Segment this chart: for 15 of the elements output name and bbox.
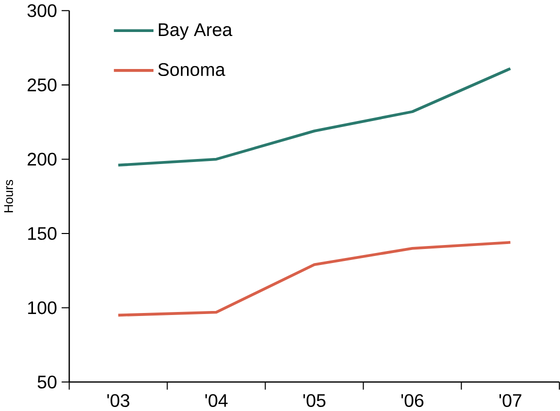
y-tick-label: 50 (38, 375, 56, 388)
x-tick-label: '07 (499, 394, 522, 407)
y-tick-label: 100 (28, 301, 56, 314)
x-tick-label: '06 (401, 394, 424, 407)
line-series (116, 240, 512, 316)
x-tick-label: '04 (205, 394, 228, 407)
y-tick-label: 150 (28, 226, 56, 240)
y-tick-label: 250 (28, 78, 56, 92)
legend-label: Bay Area (158, 23, 232, 40)
legend-label: Sonoma (158, 63, 226, 76)
y-axis-title: Hours (4, 180, 14, 212)
y-tick-label: 300 (27, 4, 56, 18)
x-tick-label: '05 (303, 394, 326, 407)
x-tick-label: '03 (107, 394, 130, 407)
y-tick-label: 200 (28, 152, 56, 166)
